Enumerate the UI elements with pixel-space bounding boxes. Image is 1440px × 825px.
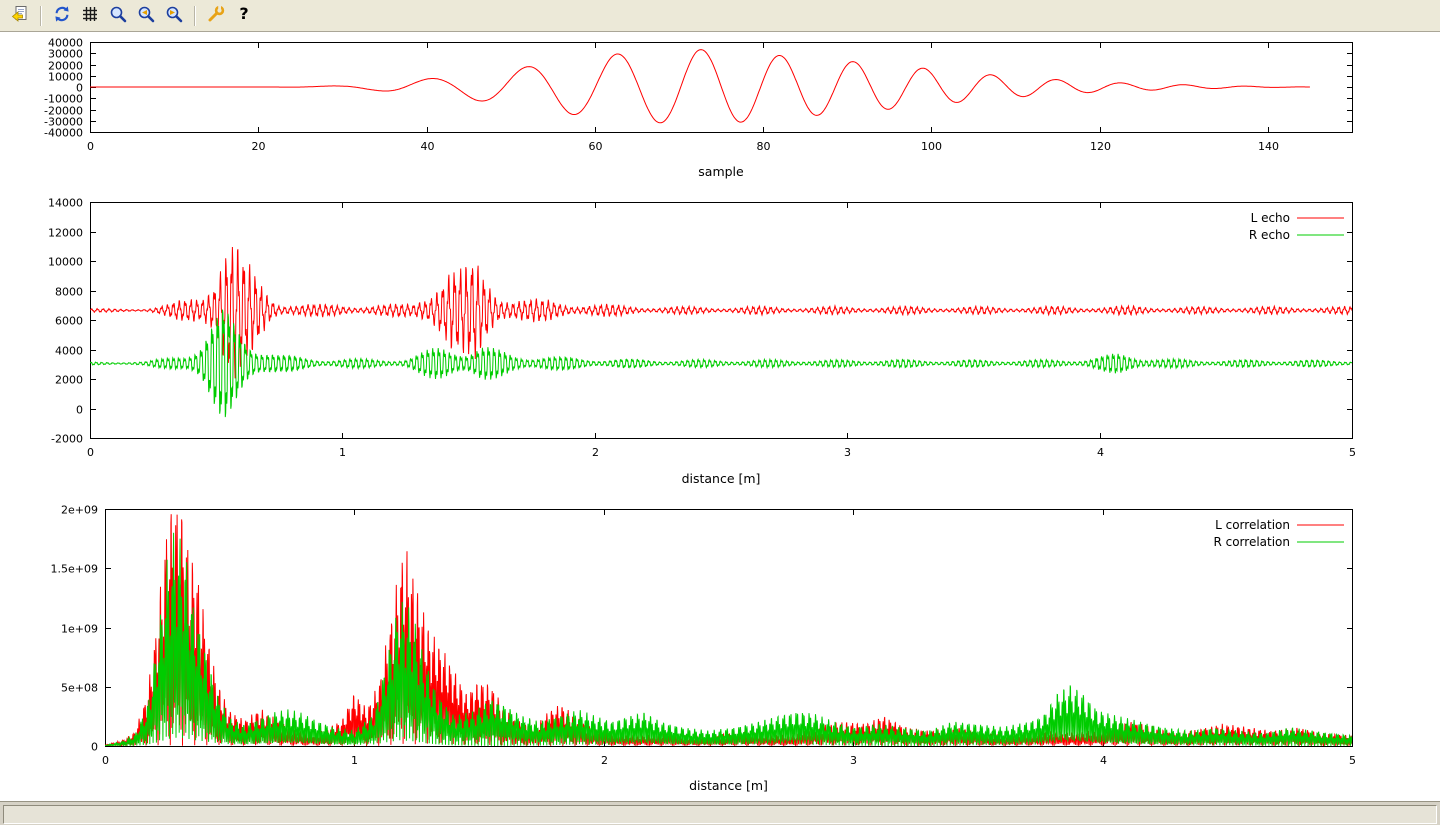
series-l-correlation xyxy=(105,514,1352,746)
svg-text:4: 4 xyxy=(1100,754,1107,767)
refresh-icon xyxy=(52,4,72,27)
svg-text:0: 0 xyxy=(87,140,94,153)
series-r-echo xyxy=(90,309,1352,418)
x-axis-label: distance [m] xyxy=(682,471,761,486)
legend: L correlation R correlation xyxy=(1213,518,1344,549)
svg-text:2: 2 xyxy=(601,754,608,767)
magnifier-icon xyxy=(108,4,128,27)
svg-text:10000: 10000 xyxy=(48,256,83,269)
configure-button[interactable] xyxy=(203,4,229,28)
series-l-echo xyxy=(90,246,1352,379)
svg-text:8000: 8000 xyxy=(55,286,83,299)
svg-text:0: 0 xyxy=(91,741,98,754)
tick-labels: 0 1 2 3 4 5 -2000 0 2000 4000 6000 8000 10000 12000 14… xyxy=(48,197,1356,460)
svg-text:1.5e+09: 1.5e+09 xyxy=(51,563,98,576)
legend-label: R echo xyxy=(1249,228,1290,242)
help-button[interactable]: ? xyxy=(231,4,257,28)
zoom-next-button[interactable] xyxy=(161,4,187,28)
svg-text:10000: 10000 xyxy=(48,71,83,84)
svg-text:100: 100 xyxy=(921,140,942,153)
svg-text:5: 5 xyxy=(1349,754,1356,767)
series-r-correlation xyxy=(105,532,1352,746)
svg-text:1: 1 xyxy=(339,446,346,459)
correlation-chart[interactable]: 0 1 2 3 4 5 0 5e+08 1e+09 1.5e+09 2e+09 distance [m… xyxy=(0,500,1440,801)
svg-text:-30000: -30000 xyxy=(44,116,83,129)
axes xyxy=(90,202,1353,439)
echo-chart[interactable]: 0 1 2 3 4 5 -2000 0 2000 4000 6000 8000 10000 12000 14… xyxy=(0,187,1440,500)
zoom-previous-button[interactable] xyxy=(133,4,159,28)
svg-text:2e+09: 2e+09 xyxy=(61,504,98,517)
magnifier-next-icon xyxy=(164,4,184,27)
svg-text:3: 3 xyxy=(844,446,851,459)
svg-text:40000: 40000 xyxy=(48,37,83,50)
svg-text:5e+08: 5e+08 xyxy=(61,682,98,695)
legend: L echo R echo xyxy=(1249,211,1344,242)
toolbar-separator xyxy=(40,5,42,26)
svg-text:120: 120 xyxy=(1090,140,1111,153)
status-bar xyxy=(0,801,1440,825)
status-message-area xyxy=(3,805,1437,824)
svg-text:80: 80 xyxy=(757,140,771,153)
axes xyxy=(105,509,1353,747)
copy-to-clipboard-button[interactable] xyxy=(7,4,33,28)
svg-text:?: ? xyxy=(239,4,248,23)
zoom-region-button[interactable] xyxy=(105,4,131,28)
replot-button[interactable] xyxy=(49,4,75,28)
svg-text:5: 5 xyxy=(1349,446,1356,459)
svg-text:3: 3 xyxy=(850,754,857,767)
svg-text:2: 2 xyxy=(592,446,599,459)
toolbar-separator xyxy=(194,5,196,26)
toggle-grid-button[interactable] xyxy=(77,4,103,28)
svg-text:12000: 12000 xyxy=(48,227,83,240)
tick-labels: 0 20 40 60 80 100 120 140 -40000-30000-20000-100… xyxy=(44,37,1279,154)
svg-text:0: 0 xyxy=(87,446,94,459)
svg-text:-40000: -40000 xyxy=(44,127,83,140)
svg-text:140: 140 xyxy=(1258,140,1279,153)
svg-text:6000: 6000 xyxy=(55,315,83,328)
svg-text:20000: 20000 xyxy=(48,60,83,73)
svg-text:30000: 30000 xyxy=(48,48,83,61)
svg-text:-20000: -20000 xyxy=(44,105,83,118)
svg-text:0: 0 xyxy=(76,404,83,417)
svg-text:20: 20 xyxy=(252,140,266,153)
svg-text:-2000: -2000 xyxy=(51,433,83,446)
svg-text:14000: 14000 xyxy=(48,197,83,210)
legend-label: L echo xyxy=(1251,211,1290,225)
signal-chart[interactable]: 0 20 40 60 80 100 120 140 -40000-30000-20000-100… xyxy=(0,32,1440,187)
svg-text:0: 0 xyxy=(102,754,109,767)
svg-text:4: 4 xyxy=(1097,446,1104,459)
svg-text:1: 1 xyxy=(351,754,358,767)
svg-text:2000: 2000 xyxy=(55,374,83,387)
svg-text:0: 0 xyxy=(76,82,83,95)
wrench-icon xyxy=(206,4,226,27)
svg-text:60: 60 xyxy=(589,140,603,153)
svg-text:-10000: -10000 xyxy=(44,93,83,106)
magnifier-previous-icon xyxy=(136,4,156,27)
svg-text:1e+09: 1e+09 xyxy=(61,623,98,636)
plot-canvas[interactable]: 0 20 40 60 80 100 120 140 -40000 -30000 -20000 -100… xyxy=(0,32,1440,801)
grid-icon xyxy=(80,4,100,27)
legend-label: R correlation xyxy=(1213,535,1290,549)
legend-label: L correlation xyxy=(1215,518,1290,532)
tick-labels: 0 1 2 3 4 5 0 5e+08 1e+09 1.5e+09 2e+09 xyxy=(51,504,1356,768)
question-icon: ? xyxy=(234,4,254,27)
plot-toolbar: ? xyxy=(0,0,1440,32)
series-chirp-pulse xyxy=(90,49,1310,124)
x-axis-label: distance [m] xyxy=(689,778,768,793)
svg-text:4000: 4000 xyxy=(55,345,83,358)
svg-text:40: 40 xyxy=(421,140,435,153)
clipboard-export-icon xyxy=(10,4,30,27)
x-axis-label: sample xyxy=(698,164,744,179)
